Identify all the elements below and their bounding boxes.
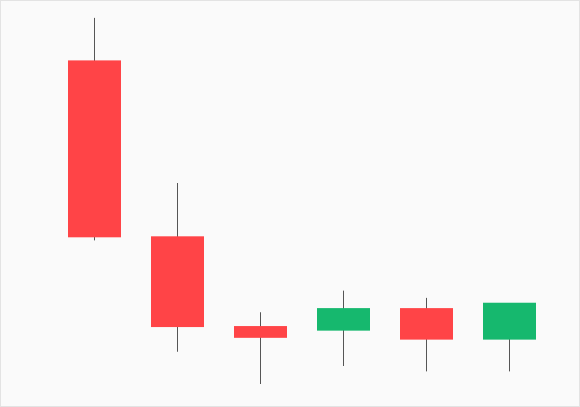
candle-body-5 <box>400 308 453 340</box>
candle-body-1 <box>68 60 121 238</box>
candle-body-6 <box>483 302 536 340</box>
candle-body-4 <box>317 308 370 331</box>
candle-body-2 <box>151 236 204 328</box>
candle-body-3 <box>234 326 287 338</box>
candles-group <box>68 17 536 384</box>
